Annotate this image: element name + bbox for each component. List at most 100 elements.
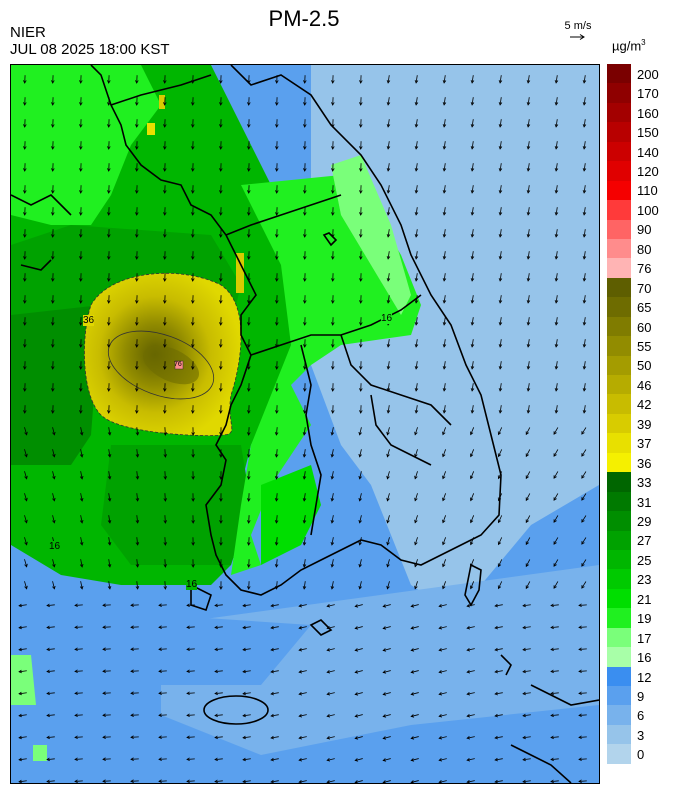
- wind-arrow-head: [498, 145, 503, 150]
- wind-arrow-head: [470, 79, 475, 84]
- wind-arrow-head: [107, 344, 111, 348]
- wind-arrow: [495, 604, 503, 607]
- wind-arrow-head: [358, 431, 362, 436]
- wind-arrow-head: [303, 212, 307, 216]
- wind-arrow-head: [442, 277, 447, 282]
- wind-arrow-head: [135, 432, 140, 436]
- wind-arrow-head: [358, 563, 362, 568]
- wind-arrow-head: [470, 211, 475, 216]
- wind-arrow-head: [358, 453, 362, 458]
- wind-arrow-head: [554, 145, 559, 150]
- wind-arrow-head: [270, 735, 275, 740]
- wind-arrow: [495, 648, 503, 651]
- wind-arrow: [522, 604, 531, 607]
- wind-arrow-head: [303, 278, 307, 282]
- wind-arrow-head: [219, 278, 223, 282]
- wind-arrow: [46, 648, 55, 650]
- wind-arrow: [581, 493, 587, 501]
- wind-arrow-head: [275, 234, 279, 238]
- wind-arrow-head: [24, 475, 28, 480]
- wind-arrow: [498, 427, 503, 435]
- wind-arrow-head: [219, 80, 223, 84]
- legend-label: 9: [637, 688, 645, 704]
- wind-arrow: [271, 604, 279, 607]
- wind-arrow: [303, 471, 306, 479]
- wind-arrow: [136, 449, 139, 458]
- wind-arrow: [471, 295, 474, 303]
- wind-arrow-head: [550, 647, 554, 652]
- wind-arrow-head: [274, 432, 279, 436]
- wind-arrow: [527, 141, 530, 149]
- wind-arrow: [439, 670, 447, 673]
- wind-arrow-head: [494, 757, 499, 762]
- wind-arrow: [467, 626, 475, 629]
- wind-arrow-head: [466, 647, 471, 652]
- wind-arrow-head: [191, 322, 195, 326]
- wind-arrow: [439, 626, 447, 629]
- wind-arrow-head: [191, 124, 195, 128]
- wind-arrow: [276, 515, 278, 524]
- wind-arrow: [383, 670, 391, 673]
- wind-arrow-head: [414, 101, 419, 106]
- wind-arrow-head: [102, 625, 106, 629]
- wind-arrow-head: [466, 779, 471, 783]
- wind-arrow: [578, 780, 587, 782]
- wind-arrow: [442, 581, 446, 589]
- wind-arrow-head: [359, 410, 363, 414]
- wind-arrow: [550, 692, 559, 694]
- legend-swatch: [607, 394, 631, 414]
- wind-arrow: [303, 537, 306, 545]
- wind-arrow-head: [275, 344, 279, 348]
- wind-arrow-head: [359, 234, 363, 238]
- wind-arrow-head: [553, 541, 557, 545]
- wind-arrow-head: [107, 190, 111, 194]
- wind-arrow: [553, 581, 559, 589]
- wind-arrow-head: [386, 233, 391, 238]
- wind-arrow-head: [358, 519, 362, 524]
- wind-arrow-head: [354, 758, 359, 762]
- wind-arrow-head: [74, 691, 78, 696]
- wind-arrow: [46, 626, 55, 628]
- wind-arrow-head: [158, 691, 162, 695]
- wind-arrow: [499, 383, 502, 391]
- wind-arrow-head: [214, 735, 218, 740]
- wind-arrow-head: [23, 344, 27, 348]
- wind-arrow-head: [526, 79, 531, 84]
- wind-arrow-head: [219, 212, 223, 216]
- wind-arrow: [583, 273, 586, 281]
- wind-arrow-head: [581, 541, 585, 545]
- wind-arrow-head: [107, 475, 112, 480]
- wind-arrow-head: [386, 431, 390, 436]
- wind-arrow-head: [526, 409, 531, 414]
- contour-label: 16: [381, 313, 393, 324]
- wind-arrow: [443, 141, 446, 149]
- wind-arrow-head: [330, 431, 335, 436]
- wind-arrow-head: [326, 714, 331, 718]
- legend-label: 200: [637, 66, 659, 82]
- wind-arrow: [499, 317, 502, 325]
- wind-arrow: [553, 515, 559, 523]
- wind-arrow-head: [135, 212, 139, 216]
- wind-arrow: [522, 780, 531, 783]
- wind-arrow-head: [23, 366, 27, 370]
- wind-arrow-head: [331, 146, 335, 150]
- wind-arrow: [327, 626, 335, 629]
- wind-arrow-head: [191, 80, 195, 84]
- wind-arrow-head: [24, 453, 28, 458]
- wind-arrow-head: [186, 757, 190, 762]
- wind-arrow: [498, 515, 503, 523]
- wind-arrow-head: [554, 211, 559, 216]
- wind-arrow: [136, 537, 139, 546]
- wind-arrow-head: [554, 343, 559, 348]
- wind-arrow: [495, 670, 503, 673]
- wind-arrow-head: [442, 233, 447, 238]
- wind-arrow-head: [303, 234, 307, 238]
- wind-arrow-head: [466, 691, 471, 696]
- wind-arrow: [414, 427, 418, 435]
- legend-swatch: [607, 705, 631, 725]
- legend-swatch: [607, 219, 631, 239]
- wind-arrow-head: [191, 498, 195, 502]
- wind-arrow: [498, 559, 503, 567]
- wind-arrow-head: [525, 541, 529, 546]
- wind-arrow-head: [578, 779, 582, 783]
